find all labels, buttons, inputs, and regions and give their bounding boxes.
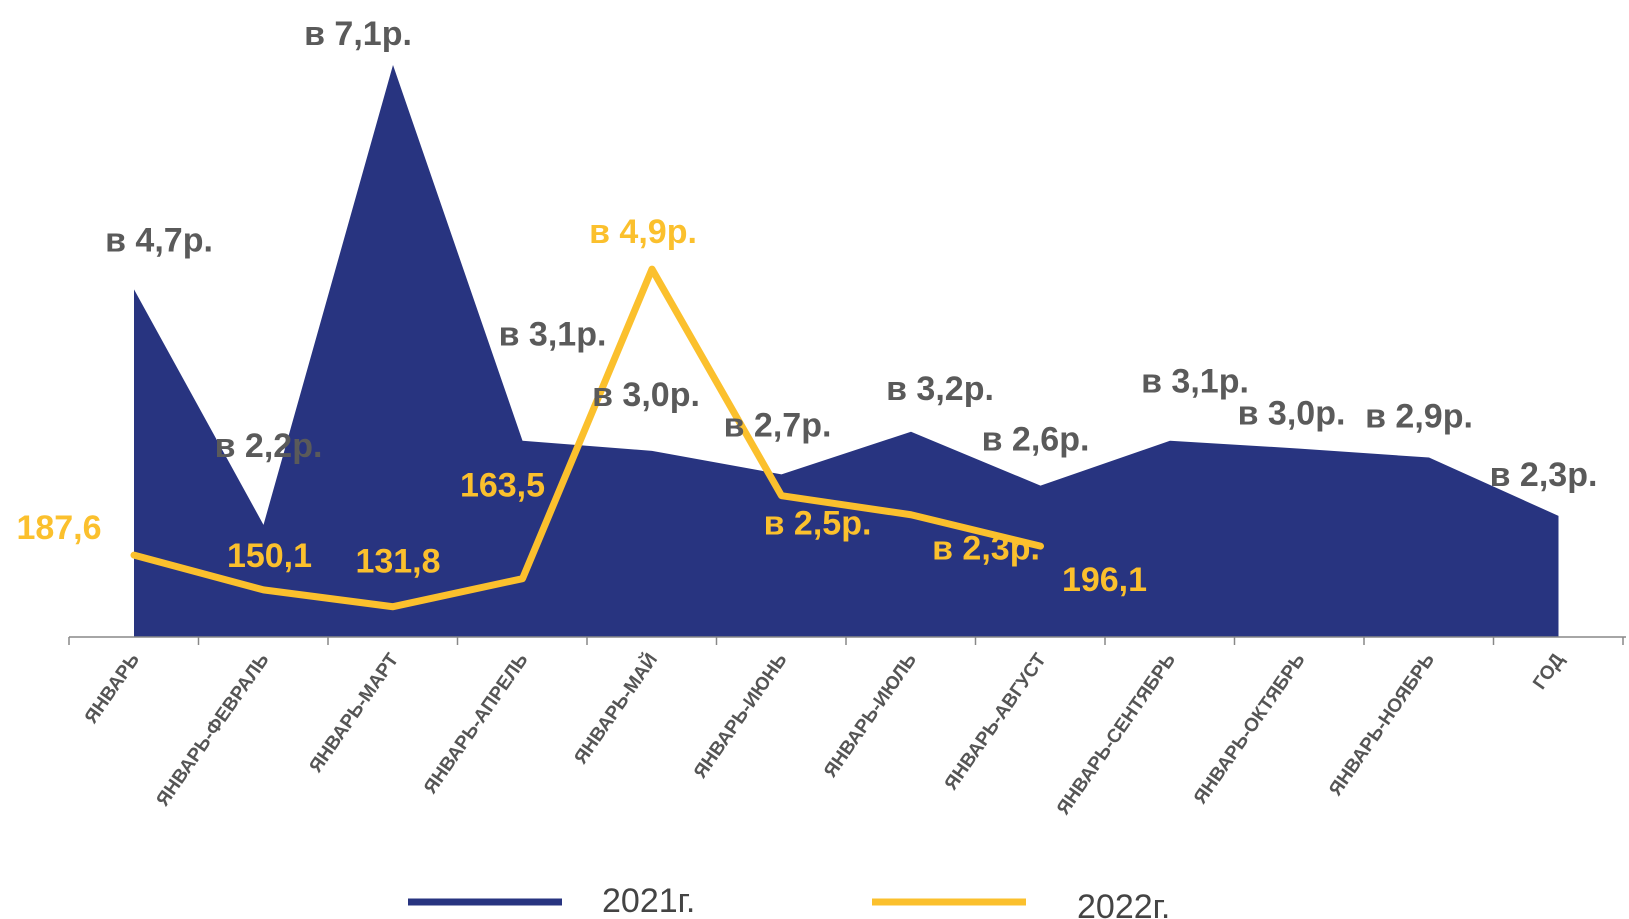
x-tick-label: ЯНВАРЬ-ИЮЛЬ	[820, 650, 921, 782]
x-tick-label: ЯНВАРЬ-СЕНТЯБРЬ	[1053, 650, 1180, 819]
data-labels-2022: 187,6 150,1 131,8 163,5 в 4,9р. в 2,5р. в 2,3р…	[16, 213, 1147, 599]
x-axis-ticks: ЯНВАРЬ ЯНВАРЬ-ФЕВРАЛЬ ЯНВАРЬ-МАРТ ЯНВАРЬ-АП…	[68, 637, 1624, 819]
x-tick-label: ЯНВАРЬ-МАЙ	[570, 649, 662, 768]
data-label-2021: в 3,1р.	[499, 316, 607, 354]
data-label-2022: в 2,5р.	[764, 505, 872, 543]
data-label-2021: в 4,7р.	[105, 221, 213, 259]
x-tick-label: ЯНВАРЬ-АПРЕЛЬ	[420, 650, 532, 798]
legend: 2021г. 2022г.	[408, 882, 1170, 919]
x-tick-label: ЯНВАРЬ-НОЯБРЬ	[1325, 650, 1439, 800]
data-label-2022: 131,8	[355, 543, 440, 581]
data-label-2021: в 3,0р.	[592, 376, 700, 414]
data-label-2022: в 2,3р.	[932, 530, 1040, 568]
data-label-2021: в 3,2р.	[886, 370, 994, 408]
data-label-2022: 196,1	[1062, 561, 1147, 599]
legend-label-2022: 2022г.	[1077, 888, 1170, 919]
plot-area: ЯНВАРЬ ЯНВАРЬ-ФЕВРАЛЬ ЯНВАРЬ-МАРТ ЯНВАРЬ-АП…	[16, 15, 1626, 819]
data-label-2021: в 2,9р.	[1365, 398, 1473, 436]
x-tick-label: ЯНВАРЬ-МАРТ	[306, 650, 404, 777]
data-label-2021: в 2,3р.	[1490, 456, 1598, 494]
x-tick-label: ЯНВАРЬ-АВГУСТ	[941, 650, 1051, 795]
data-labels-2021: в 4,7р.в 2,2р.в 7,1р.в 3,1р.в 3,0р.в 2,7…	[105, 15, 1597, 494]
data-label-2021: в 7,1р.	[304, 15, 412, 53]
data-label-2021: в 3,1р.	[1141, 363, 1249, 401]
data-label-2022: 187,6	[16, 509, 101, 547]
data-label-2022: 163,5	[460, 467, 545, 505]
data-label-2021: в 2,6р.	[982, 421, 1090, 459]
data-label-2022: 150,1	[227, 537, 312, 575]
x-tick-label: ЯНВАРЬ-ИЮНЬ	[690, 650, 792, 783]
legend-label-2021: 2021г.	[602, 882, 695, 919]
data-label-2022: в 4,9р.	[589, 213, 697, 251]
series-2021-area	[134, 65, 1559, 637]
x-tick-label: ГОД	[1529, 649, 1569, 693]
series-2022-line	[130, 265, 1044, 611]
data-label-2021: в 3,0р.	[1238, 395, 1346, 433]
data-label-2021: в 2,7р.	[724, 406, 832, 444]
data-label-2021: в 2,2р.	[215, 427, 323, 465]
x-tick-label: ЯНВАРЬ	[81, 650, 144, 728]
x-tick-label: ЯНВАРЬ-ФЕВРАЛЬ	[153, 650, 274, 810]
x-tick-label: ЯНВАРЬ-ОКТЯБРЬ	[1190, 650, 1310, 808]
